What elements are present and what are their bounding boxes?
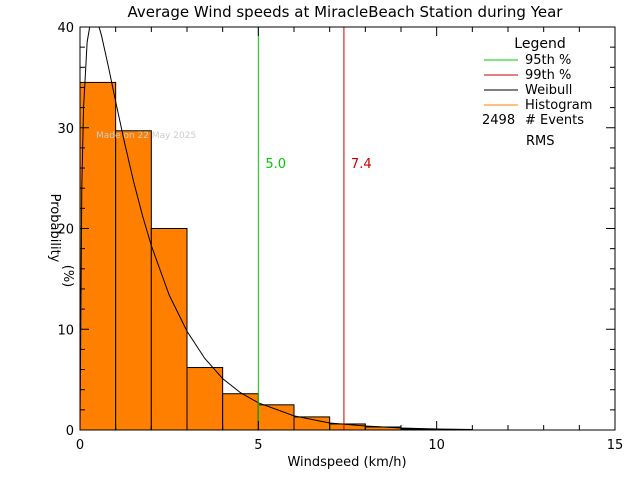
histogram-bar: [222, 393, 259, 431]
weibull-curve-layer: [80, 27, 473, 430]
y-tick-label: 0: [66, 424, 74, 439]
y-axis-unit: (%): [60, 265, 75, 288]
axes-layer: 0 5 10 15 0 10 20 30 40: [57, 21, 623, 453]
legend-title: Legend: [514, 36, 565, 52]
legend-events-count: 2498: [482, 113, 515, 128]
x-tick-label: 15: [607, 438, 624, 453]
weibull-curve-line: [80, 27, 473, 430]
x-axis-label: Windspeed (km/h): [287, 455, 406, 470]
x-tick-label: 5: [254, 438, 262, 453]
x-tick-label: 10: [428, 438, 445, 453]
y-axis-label: Probability: [47, 194, 62, 263]
y-tick-label: 20: [57, 223, 74, 238]
percentile-99-label: 7.4: [351, 157, 372, 172]
histogram-bar: [186, 367, 224, 431]
y-tick-label: 10: [57, 323, 74, 338]
histogram-bar: [150, 228, 188, 431]
percentile-95-label: 5.0: [265, 157, 286, 172]
y-tick-label: 40: [57, 21, 74, 36]
histogram-bar: [293, 416, 331, 431]
histogram-bar: [79, 81, 117, 431]
legend-entry-label: Weibull: [525, 83, 572, 98]
y-tick-label: 30: [57, 122, 74, 137]
histogram-bar: [115, 130, 152, 431]
histogram-bar: [257, 404, 295, 431]
percentile-lines-layer: 5.0 7.4: [257, 27, 372, 430]
legend-entry-label: 99th %: [525, 68, 571, 83]
legend-events-label: # Events: [525, 113, 584, 128]
watermark-text: Made on 22 May 2025: [96, 131, 196, 141]
legend-entry-label: Histogram: [525, 98, 592, 113]
legend-entry-label: 95th %: [525, 53, 571, 68]
x-tick-label: 0: [76, 438, 84, 453]
chart-title: Average Wind speeds at MiracleBeach Stat…: [128, 3, 564, 21]
legend-rms-label: RMS: [526, 134, 555, 149]
